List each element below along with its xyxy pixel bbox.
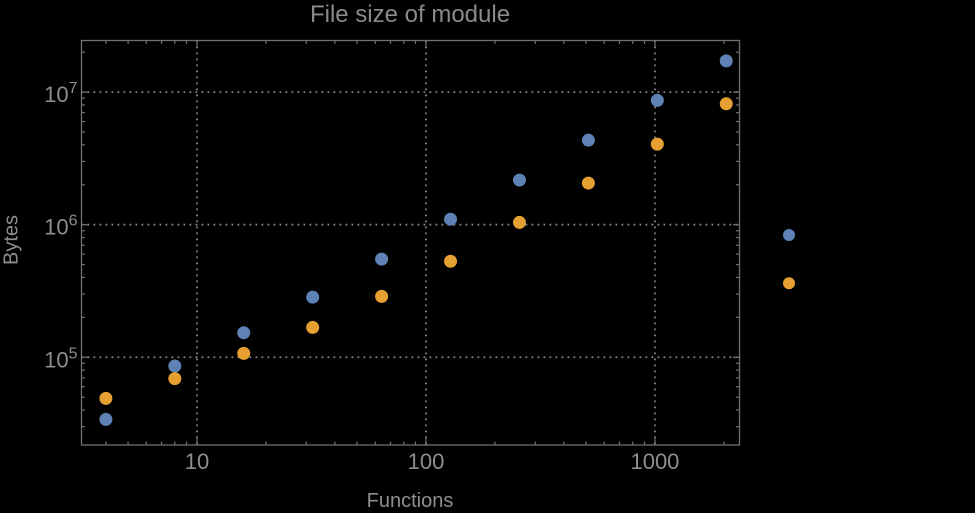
x-tick-label: 100 [408,449,445,474]
y-axis-title: Bytes [0,214,23,266]
x-tick-label: 1000 [630,449,679,474]
legend-marker-1 [783,229,795,241]
x-tick-label: 10 [185,449,209,474]
scatter-point-blue-series [650,93,664,107]
scatter-point-blue-series [99,412,113,426]
y-tick-label: 106 [44,213,77,240]
scatter-point-orange-series [719,97,733,111]
scatter-point-orange-series [650,137,664,151]
scatter-point-orange-series [237,346,251,360]
y-tick-exponent: 5 [69,345,78,362]
chart-title: File size of module [309,1,511,28]
scatter-point-orange-series [581,176,595,190]
y-tick-exponent: 6 [69,213,78,230]
scatter-point-blue-series [444,212,458,226]
scatter-point-orange-series [168,372,182,386]
scatter-point-orange-series [99,391,113,405]
scatter-point-blue-series [306,290,320,304]
scatter-point-orange-series [444,254,458,268]
y-tick-label: 105 [44,345,77,372]
scatter-point-blue-series [581,133,595,147]
scatter-point-orange-series [512,215,526,229]
scatter-point-blue-series [719,54,733,68]
plot-frame [80,39,741,446]
legend-marker-2 [783,277,795,290]
scatter-point-orange-series [375,289,389,303]
y-tick-exponent: 7 [69,80,78,97]
scatter-point-orange-series [306,320,320,334]
scatter-point-blue-series [237,326,251,340]
scatter-point-blue-series [512,173,526,187]
x-axis-title: Functions [366,490,454,512]
scatter-point-blue-series [168,359,182,373]
scatter-point-blue-series [375,252,389,266]
y-tick-label: 107 [44,80,77,107]
